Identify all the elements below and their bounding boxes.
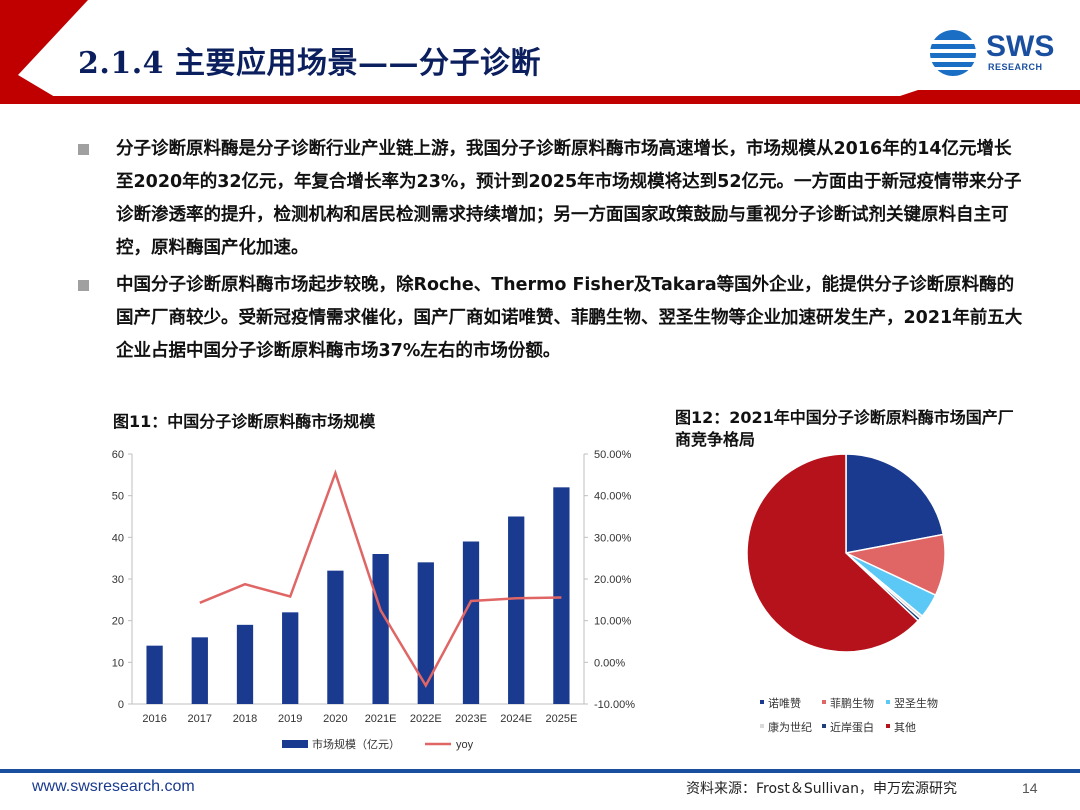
bullet-text-1: 分子诊断原料酶是分子诊断行业产业链上游，我国分子诊断原料酶市场高速增长，市场规模… [116, 139, 1022, 258]
x-tick-label: 2016 [142, 713, 166, 725]
legend-label: 其他 [894, 721, 916, 734]
x-tick-label: 2025E [545, 713, 577, 725]
bar-2023E [462, 541, 480, 704]
x-tick-label: 2023E [455, 713, 487, 725]
yoy-line [199, 469, 562, 689]
right-tick-label: 30.00% [594, 532, 632, 544]
footer-divider [0, 769, 1080, 773]
fig12-title: 图12：2021年中国分子诊断原料酶市场国产厂商竞争格局 [675, 408, 1014, 449]
bullet-square-icon [78, 280, 89, 291]
legend-bar-swatch [282, 740, 308, 748]
right-tick-label: 50.00% [594, 449, 632, 461]
bullet-list: 分子诊断原料酶是分子诊断行业产业链上游，我国分子诊断原料酶市场高速增长，市场规模… [78, 133, 1028, 372]
left-tick-label: 30 [112, 574, 124, 586]
left-tick-label: 0 [118, 699, 124, 711]
legend-label: 近岸蛋白 [830, 720, 874, 734]
legend-swatch [886, 724, 890, 728]
right-tick-label: 10.00% [594, 616, 632, 628]
sws-logo: SWS RESEARCH [928, 28, 1068, 78]
bullet-square-icon [78, 144, 89, 155]
pie-slice-其他 [746, 453, 920, 653]
pie-slice-诺唯赞 [845, 453, 945, 554]
x-tick-label: 2020 [323, 713, 347, 725]
left-tick-label: 20 [112, 616, 124, 628]
footer-url[interactable]: www.swsresearch.com [32, 778, 195, 795]
left-tick-label: 10 [112, 657, 124, 669]
right-tick-label: 40.00% [594, 491, 632, 503]
x-tick-label: 2022E [410, 713, 442, 725]
right-tick-label: 0.00% [594, 657, 625, 669]
fig11-title: 图11：中国分子诊断原料酶市场规模 [113, 412, 376, 431]
bar-2024E [508, 516, 525, 704]
x-tick-label: 2019 [278, 713, 302, 725]
legend-bar-label: 市场规模（亿元） [312, 737, 400, 751]
x-tick-label: 2024E [500, 713, 532, 725]
bar-2019 [282, 612, 299, 704]
bullet-text-2: 中国分子诊断原料酶市场起步较晚，除Roche、Thermo Fisher及Tak… [116, 275, 1023, 361]
legend-label: 翌圣生物 [894, 696, 938, 710]
bullet-item-1: 分子诊断原料酶是分子诊断行业产业链上游，我国分子诊断原料酶市场高速增长，市场规模… [78, 133, 1028, 265]
x-tick-label: 2017 [188, 713, 212, 725]
legend-swatch [760, 700, 764, 704]
market-size-chart: 0 10 20 30 40 50 60 -10.00% 0.00% 10.00% 20.00% 30.… [112, 449, 635, 751]
legend-swatch [822, 724, 826, 728]
legend-label: 菲鹏生物 [830, 696, 874, 710]
bar-2022E [417, 562, 434, 704]
bar-2020 [327, 570, 344, 704]
bar-2016 [146, 645, 163, 704]
legend-swatch [760, 724, 764, 728]
bar-2018 [236, 624, 254, 704]
logo-text: SWS [986, 30, 1055, 63]
legend-swatch [822, 700, 826, 704]
right-tick-label: 20.00% [594, 574, 632, 586]
page-number: 14 [1022, 780, 1038, 796]
bar-2025E [553, 487, 570, 704]
left-tick-label: 60 [112, 449, 124, 461]
legend-swatch [886, 700, 890, 704]
logo-globe-icon [930, 30, 976, 76]
bar-2021E [372, 554, 389, 704]
x-tick-label: 2021E [365, 713, 397, 725]
legend-label: 诺唯赞 [768, 697, 801, 710]
right-tick-label: -10.00% [594, 699, 635, 711]
page-title: 2.1.4 主要应用场景——分子诊断 [78, 46, 541, 81]
left-tick-label: 40 [112, 532, 124, 544]
legend-label: 康为世纪 [768, 720, 812, 734]
legend-line-label: yoy [456, 739, 474, 751]
bar-2017 [191, 637, 208, 704]
logo-subtext: RESEARCH [988, 62, 1043, 72]
bullet-item-2: 中国分子诊断原料酶市场起步较晚，除Roche、Thermo Fisher及Tak… [78, 269, 1028, 368]
x-tick-label: 2018 [233, 713, 257, 725]
left-tick-label: 50 [112, 491, 124, 503]
footer-source: 资料来源：Frost＆Sullivan，申万宏源研究 [686, 781, 957, 797]
